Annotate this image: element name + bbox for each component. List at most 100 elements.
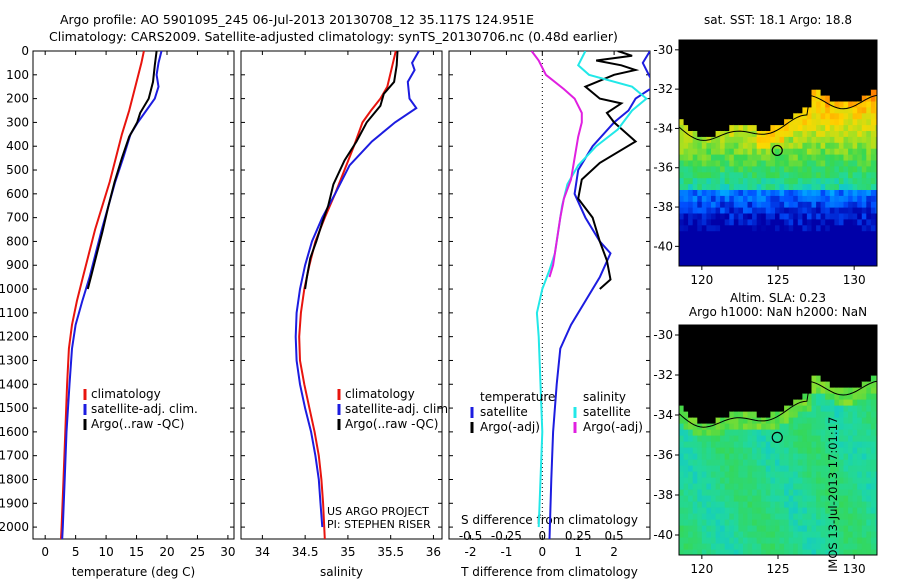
map-cell <box>825 189 831 196</box>
map-cell <box>697 429 703 436</box>
map-cell <box>688 465 694 472</box>
map-cell <box>838 242 845 249</box>
map-cell <box>838 549 845 555</box>
map-cell <box>848 224 854 232</box>
map-cell <box>843 248 849 255</box>
map-cell <box>797 393 803 400</box>
map-cell <box>779 236 785 243</box>
map-cell <box>756 242 762 249</box>
map-cell <box>747 519 753 526</box>
map-cell <box>729 369 735 376</box>
map-cell <box>711 189 717 196</box>
map-cell <box>788 369 794 376</box>
map-cell <box>788 543 794 550</box>
map-cell <box>843 95 849 102</box>
map-cell <box>811 77 817 84</box>
legend-label: Argo(..raw -QC) <box>345 417 438 431</box>
map-cell <box>679 230 685 238</box>
map-cell <box>788 417 794 424</box>
map-cell <box>761 218 767 226</box>
map-cell <box>761 171 767 179</box>
map-cell <box>825 212 831 220</box>
map-cell <box>852 40 858 43</box>
map-cell <box>706 495 712 502</box>
map-cell <box>697 148 703 155</box>
map-cell <box>848 429 854 436</box>
map-cell <box>733 549 739 555</box>
map-cell <box>866 130 872 137</box>
map-cell <box>715 381 721 388</box>
map-cell <box>711 183 717 190</box>
map-cell <box>724 248 730 255</box>
map-cell <box>843 465 849 472</box>
map-cell <box>816 489 822 496</box>
map-cell <box>761 393 767 400</box>
map-cell <box>765 483 771 490</box>
map-cell <box>743 441 749 448</box>
map-cell <box>770 65 776 72</box>
map-cell <box>870 507 877 514</box>
map-cell <box>738 83 744 90</box>
map-cell <box>692 112 698 120</box>
map-cell <box>775 327 781 334</box>
map-cell <box>706 65 712 72</box>
map-cell <box>683 130 689 137</box>
map-cell <box>811 59 817 67</box>
map-cell <box>711 325 717 328</box>
map-cell <box>747 136 753 143</box>
map-cell <box>720 189 726 196</box>
map-cell <box>701 435 707 442</box>
map-cell <box>779 248 785 255</box>
map-cell <box>861 441 867 448</box>
map-cell <box>811 224 817 232</box>
map-cell <box>770 154 776 161</box>
map-cell <box>825 218 831 226</box>
map-cell <box>861 477 867 484</box>
map-cell <box>852 411 858 418</box>
map-cell <box>857 399 863 406</box>
map-cell <box>697 195 703 202</box>
map-cell <box>870 543 877 550</box>
map-cell <box>852 369 858 376</box>
map-cell <box>724 495 730 502</box>
map-cell <box>788 177 794 185</box>
map-cell <box>870 453 877 460</box>
map-cell <box>843 207 849 214</box>
map-cell <box>761 89 767 96</box>
map-cell <box>679 513 685 520</box>
map-cell <box>724 375 730 382</box>
map-cell <box>779 118 785 126</box>
map-cell <box>738 89 744 96</box>
map-cell <box>729 363 735 370</box>
map-cell <box>715 136 721 143</box>
map-cell <box>829 357 835 364</box>
map-cell <box>834 417 840 424</box>
map-cell <box>688 429 694 436</box>
map-cell <box>870 387 877 394</box>
map-cell <box>775 154 781 161</box>
map-cell <box>852 543 858 550</box>
map-cell <box>829 363 835 370</box>
map-cell <box>857 447 863 454</box>
map-cell <box>724 429 730 436</box>
map-cell <box>733 118 739 126</box>
map-cell <box>857 513 863 520</box>
map-cell <box>733 65 739 72</box>
map-cell <box>720 333 726 340</box>
map-cell <box>875 333 877 340</box>
map-cell <box>797 40 803 43</box>
map-cell <box>870 254 877 261</box>
map-cell <box>775 260 781 266</box>
map-cell <box>715 106 721 114</box>
map-cell <box>743 513 749 520</box>
map-cell <box>784 459 790 466</box>
map-cell <box>857 83 863 90</box>
map-cell <box>875 218 877 226</box>
map-cell <box>770 183 776 190</box>
map-cell <box>861 375 867 382</box>
map-cell <box>747 543 753 550</box>
map-cell <box>729 381 735 388</box>
map-cell <box>848 148 854 155</box>
map-cell <box>811 142 817 149</box>
map-cell <box>711 483 717 490</box>
